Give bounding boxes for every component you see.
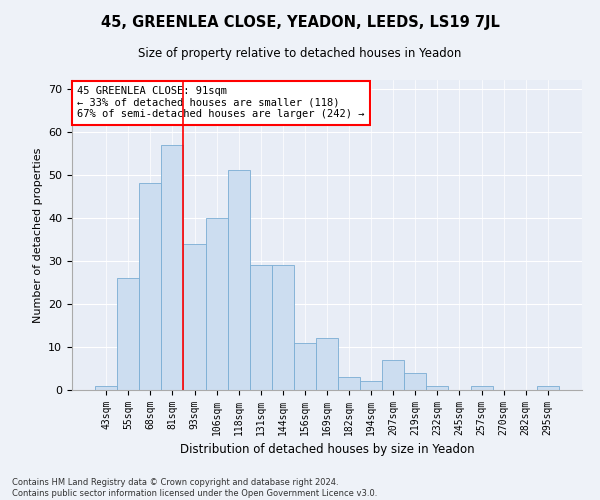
Bar (184, 244, 206, 390)
X-axis label: Distribution of detached houses by size in Yeadon: Distribution of detached houses by size … (179, 444, 475, 456)
Bar (250, 265, 272, 390)
Bar (470, 386, 493, 390)
Bar (206, 218, 227, 390)
Bar (360, 382, 382, 390)
Bar (427, 386, 448, 390)
Text: 45, GREENLEA CLOSE, YEADON, LEEDS, LS19 7JL: 45, GREENLEA CLOSE, YEADON, LEEDS, LS19 … (101, 15, 499, 30)
Bar (316, 338, 338, 390)
Bar (537, 386, 559, 390)
Bar (382, 360, 404, 390)
Y-axis label: Number of detached properties: Number of detached properties (32, 148, 43, 322)
Bar (272, 265, 294, 390)
Bar (117, 278, 139, 390)
Text: Size of property relative to detached houses in Yeadon: Size of property relative to detached ho… (139, 48, 461, 60)
Bar (161, 144, 184, 390)
Text: Contains HM Land Registry data © Crown copyright and database right 2024.
Contai: Contains HM Land Registry data © Crown c… (12, 478, 377, 498)
Bar (139, 184, 161, 390)
Bar (338, 377, 360, 390)
Bar (95, 386, 117, 390)
Bar (294, 342, 316, 390)
Text: 45 GREENLEA CLOSE: 91sqm
← 33% of detached houses are smaller (118)
67% of semi-: 45 GREENLEA CLOSE: 91sqm ← 33% of detach… (77, 86, 365, 120)
Bar (404, 373, 427, 390)
Bar (227, 170, 250, 390)
